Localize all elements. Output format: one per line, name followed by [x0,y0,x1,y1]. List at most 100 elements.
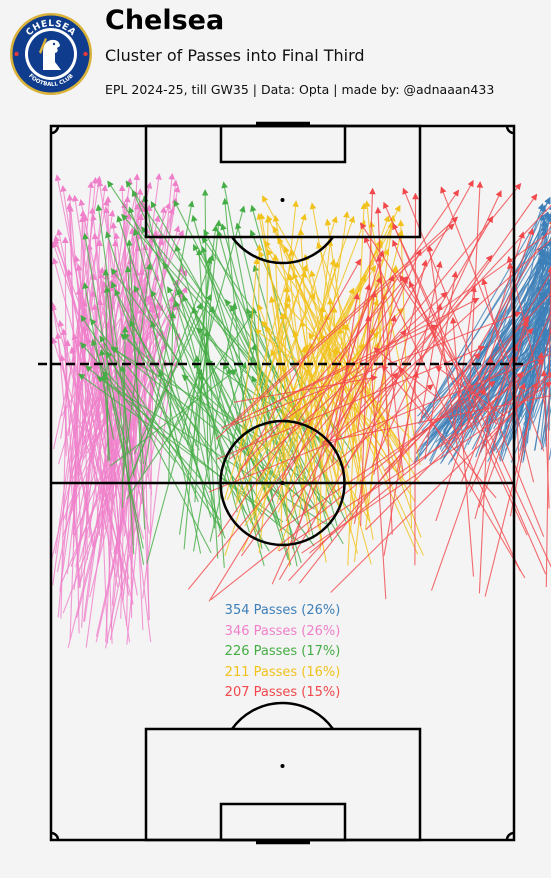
bottom-six-yard-box [219,802,347,842]
pass-arrow-blue [423,213,551,419]
pass-arrow-yellow [308,342,337,478]
pass-arrow-green [105,231,181,459]
pass-arrow-yellow [275,222,395,449]
pass-arrow-green [109,368,238,467]
cluster-legend: 354 Passes (26%) 346 Passes (26%) 226 Pa… [225,603,341,700]
pass-arrow-pink [145,204,153,461]
pass-arrow-green [99,348,144,549]
pass-arrow-blue [542,257,551,314]
team-logo: CHELSEA FOOTBALL CLUB [9,12,93,96]
pass-arrow-blue [498,204,547,431]
data-credit: EPL 2024-25, till GW35 | Data: Opta | ma… [105,82,495,97]
pass-arrow-red [334,372,399,443]
pass-arrows [49,172,551,649]
pass-arrow-green [132,254,215,474]
pass-arrow-green [204,329,225,568]
pass-arrow-red [545,266,551,588]
pass-arrow-green [89,318,195,452]
top-six-yard-box [219,124,347,164]
pass-arrow-red [335,274,395,427]
pass-arrow-pink [78,225,181,589]
pass-arrow-red [399,366,526,579]
pass-arrow-red [291,249,385,549]
pass-arrow-yellow [258,250,339,441]
pass-arrow-red [416,219,551,453]
pass-arrow-pink [73,287,83,548]
pass-arrow-yellow [298,239,334,517]
pass-arrow-blue [493,326,551,430]
pass-arrow-yellow [276,258,337,505]
pass-arrow-yellow [280,285,291,533]
pass-arrow-green [106,350,212,554]
pass-arrow-red [478,356,494,594]
chart-subtitle: Cluster of Passes into Final Third [105,46,365,65]
pass-arrow-red [278,372,551,552]
pass-arrow-red [357,290,378,433]
pass-arrow-yellow [292,272,419,555]
bottom-penalty-box [144,727,422,842]
pass-arrow-blue [542,405,551,449]
pass-arrow-pink [122,206,167,603]
pass-arrow-yellow [262,195,403,452]
pass-arrow-red [288,292,551,582]
pass-arrow-green [221,197,256,521]
pass-arrow-pink [73,177,133,591]
pass-arrow-green [191,214,292,565]
pass-arrow-pink [126,172,176,645]
corner-arc-tl [50,125,60,135]
pass-arrow-green [178,305,216,535]
pass-arrow-red [332,292,360,464]
pass-arrow-green [119,365,135,555]
pass-arrow-red [383,201,547,575]
pass-arrow-green [192,302,238,552]
pass-arrow-red [210,357,518,601]
pass-arrow-red [364,236,521,572]
pass-arrow-green [174,244,261,533]
pass-arrow-green [150,289,275,497]
legend-pink: 346 Passes (26%) [225,624,341,639]
pass-arrow-green [123,332,263,516]
pass-arrow-red [540,369,550,509]
bottom-penalty-arc [230,701,335,730]
pass-arrow-red [215,223,455,440]
top-penalty-spot [280,198,285,202]
pass-arrow-green [168,311,177,485]
pass-arrow-pink [84,205,146,622]
bottom-penalty-spot [280,764,285,768]
centre-circle [219,419,346,547]
pass-arrow-red [435,227,535,522]
pass-arrow-red [481,278,535,483]
pass-arrow-green [142,195,222,535]
pass-arrow-yellow [252,307,404,458]
pass-arrow-yellow [336,221,394,441]
pass-arrow-red [474,319,529,520]
pass-arrow-blue [478,296,551,417]
pass-arrow-red [374,206,393,535]
pass-arrow-yellow [288,249,322,448]
corner-arc-tr [505,125,515,135]
pass-arrow-red [353,314,397,525]
pass-arrow-red [450,316,475,577]
pass-arrow-red [440,186,545,452]
pass-arrow-blue [495,368,551,454]
pass-arrow-green [101,373,111,461]
pitch-lines [49,121,516,845]
corner-arc-br [505,831,515,841]
pass-arrow-green [110,281,199,503]
pass-arrow-red [330,373,551,593]
pass-arrow-red [321,395,551,443]
pass-arrow-yellow [287,273,315,489]
legend-green: 226 Passes (17%) [225,644,341,659]
pass-arrow-yellow [256,212,327,563]
pass-arrow-pink [68,271,117,491]
pass-arrow-yellow [255,244,263,533]
pass-arrow-blue [483,305,551,431]
pass-arrow-blue [532,377,551,424]
pass-arrow-green [143,200,195,474]
pass-arrow-yellow [370,266,400,493]
pass-arrow-yellow [264,216,272,448]
pass-arrow-blue [541,383,551,444]
pass-arrow-red [256,297,480,413]
pass-arrow-red [327,283,372,448]
pass-arrow-yellow [236,257,260,502]
